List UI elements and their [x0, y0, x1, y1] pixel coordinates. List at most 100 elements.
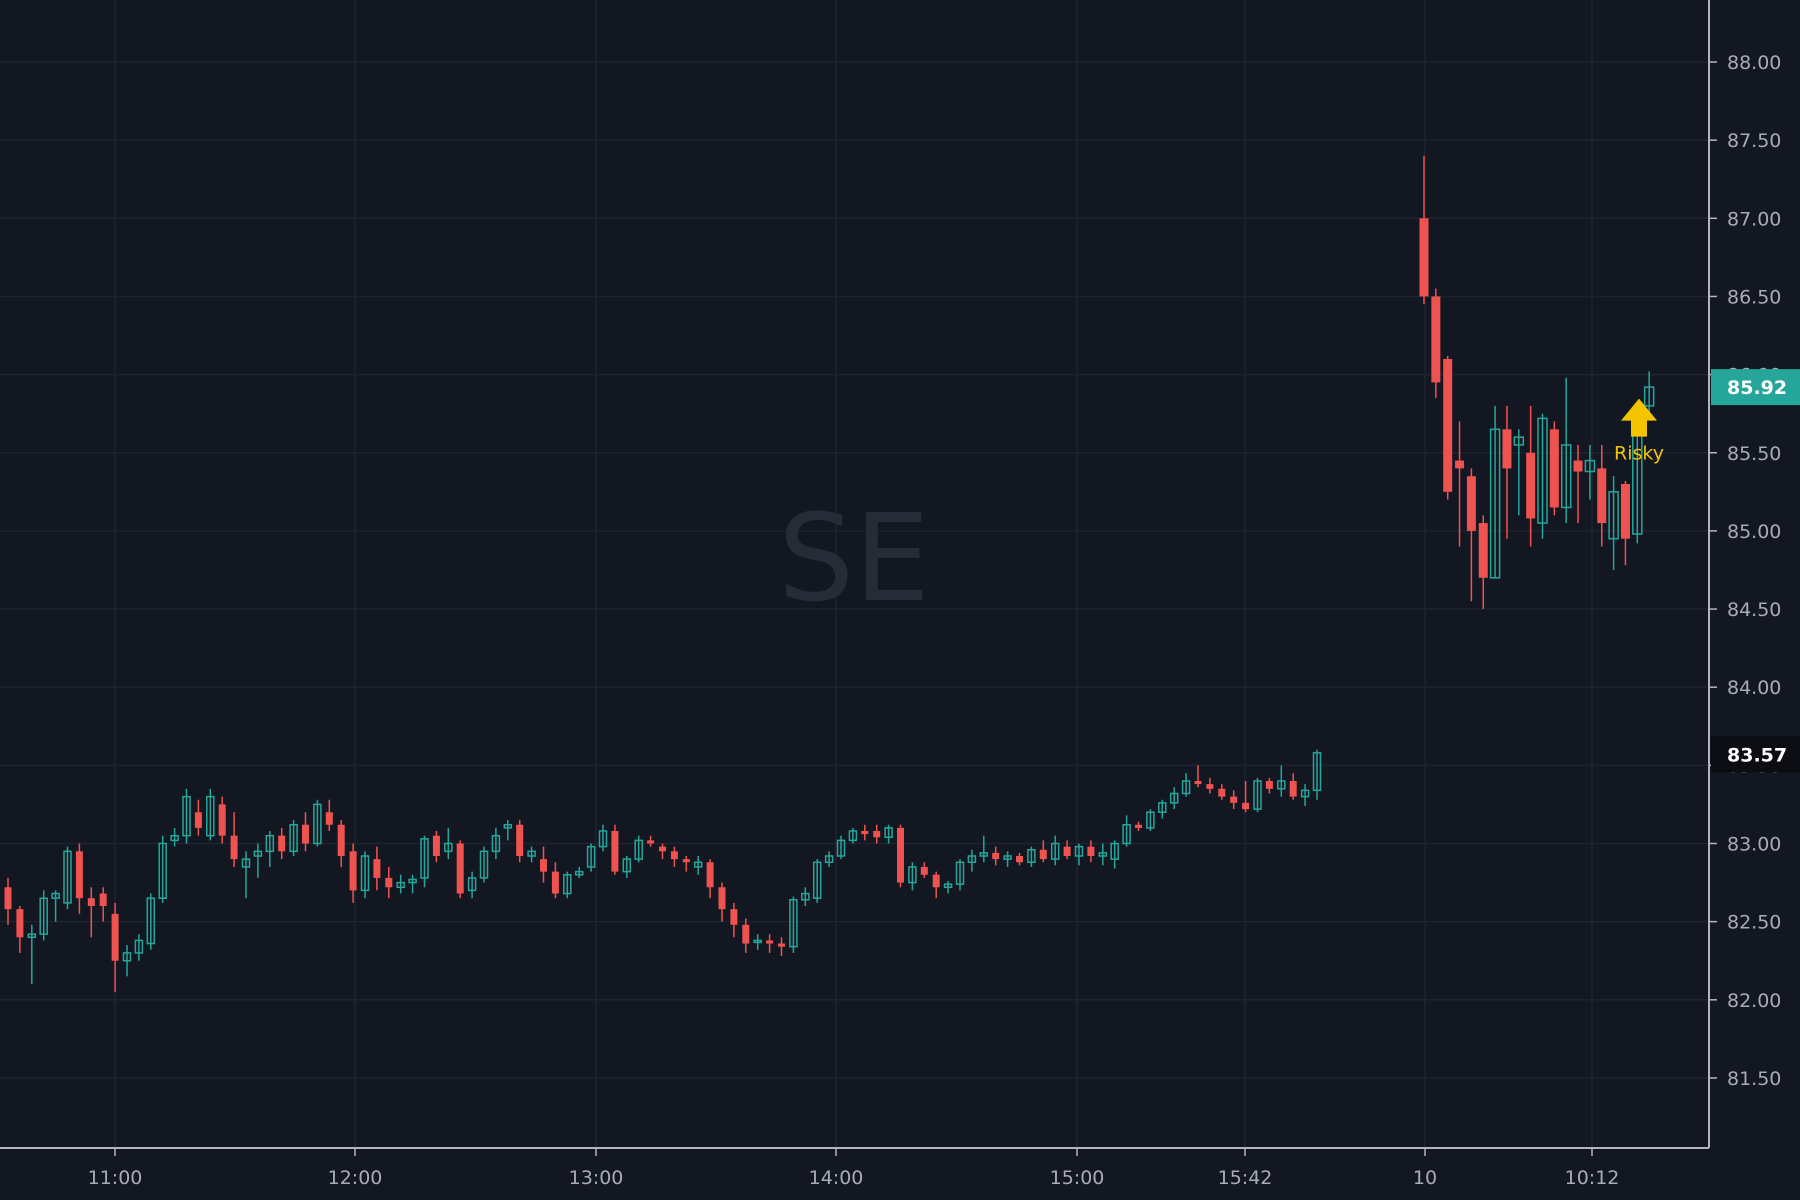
candle	[1039, 840, 1047, 863]
candle-body	[516, 824, 524, 857]
candle-body	[122, 952, 132, 962]
price-tick-label: 85.50	[1727, 443, 1781, 465]
candle	[194, 799, 202, 836]
candle	[1312, 749, 1322, 800]
candle-body	[967, 855, 977, 864]
candle	[1597, 444, 1607, 547]
candle-body	[1312, 752, 1322, 792]
candle-body	[503, 823, 513, 829]
candle	[1027, 846, 1036, 867]
candle	[491, 827, 501, 860]
candle	[373, 846, 381, 891]
candle-body	[349, 851, 357, 891]
candle	[1608, 476, 1619, 570]
price-scale[interactable]: 88.0087.5087.0086.5086.0085.5085.0084.50…	[1709, 52, 1781, 1090]
candle-body	[1537, 417, 1548, 524]
time-tick-label: 11:00	[88, 1167, 143, 1189]
candle	[824, 851, 834, 867]
candle	[1513, 429, 1525, 516]
candle-body	[1194, 780, 1202, 785]
candle-body	[278, 835, 286, 852]
candle	[313, 799, 322, 847]
candle-body	[39, 897, 48, 935]
candle-body	[1169, 792, 1179, 804]
candle-body	[432, 835, 440, 857]
candle	[170, 827, 179, 847]
candle	[730, 902, 738, 938]
candle	[1146, 809, 1155, 831]
candle	[503, 820, 513, 841]
candle	[1537, 413, 1548, 539]
candle-body	[943, 883, 953, 889]
candle	[146, 893, 156, 950]
candle	[1003, 851, 1012, 867]
candle	[420, 835, 429, 888]
candle	[1087, 840, 1095, 863]
candle-body	[1419, 218, 1429, 297]
candle	[801, 887, 810, 907]
candle-body	[897, 827, 904, 883]
candle	[979, 835, 989, 863]
candle-body	[360, 855, 370, 892]
time-tick-label: 15:00	[1050, 1167, 1105, 1189]
time-tick-label: 15:42	[1218, 1167, 1273, 1189]
candle	[230, 812, 238, 867]
signal-marker[interactable]: Risky	[1614, 398, 1664, 465]
candle-body	[670, 851, 678, 860]
candle	[598, 824, 608, 852]
candle-body	[99, 893, 107, 907]
candle	[51, 890, 60, 922]
candle	[111, 902, 119, 992]
candle	[861, 824, 869, 841]
candle	[1549, 421, 1559, 516]
signal-marker-label: Risky	[1614, 443, 1664, 465]
candle	[932, 871, 940, 899]
candle	[1122, 815, 1131, 847]
candle-body	[1122, 823, 1131, 845]
candle-body	[302, 824, 309, 844]
candle	[4, 877, 12, 925]
candle	[1169, 787, 1179, 810]
candle-body	[385, 877, 393, 888]
time-scale[interactable]: 11:00 12:00 13:00 14:00 15:00 15:42 10 10:12	[88, 1148, 1620, 1189]
candle	[563, 871, 572, 899]
candle	[27, 924, 37, 985]
candle	[873, 824, 881, 844]
candle	[1135, 821, 1142, 831]
candle	[1098, 843, 1108, 866]
candle-body	[718, 887, 726, 910]
candle-body	[1573, 460, 1583, 472]
candle-body	[789, 899, 798, 948]
candle-body	[479, 850, 489, 879]
candle	[444, 827, 453, 860]
candle	[527, 846, 536, 863]
candle-body	[134, 939, 144, 954]
candle	[659, 843, 666, 860]
candle	[1419, 155, 1429, 305]
candle	[1277, 765, 1286, 797]
candle-body	[1620, 484, 1630, 539]
candle	[1584, 444, 1596, 500]
candle	[1181, 773, 1191, 797]
candle	[456, 840, 464, 899]
candle-body	[778, 943, 785, 947]
candle-body	[1135, 824, 1142, 828]
candle-body	[1110, 842, 1119, 860]
price-tick-label: 81.50	[1727, 1068, 1781, 1090]
candle-body	[1431, 296, 1441, 383]
candle	[1194, 765, 1202, 788]
candle	[967, 849, 977, 872]
candle	[16, 906, 24, 953]
candle	[1643, 371, 1655, 414]
time-tick-label: 10	[1413, 1167, 1437, 1189]
candle	[897, 824, 904, 888]
candle	[586, 843, 596, 872]
candle	[955, 859, 965, 891]
candle-body	[1489, 428, 1501, 579]
candle	[611, 824, 619, 875]
candle	[302, 812, 309, 852]
candle	[778, 937, 785, 957]
candle-body	[992, 852, 1000, 860]
